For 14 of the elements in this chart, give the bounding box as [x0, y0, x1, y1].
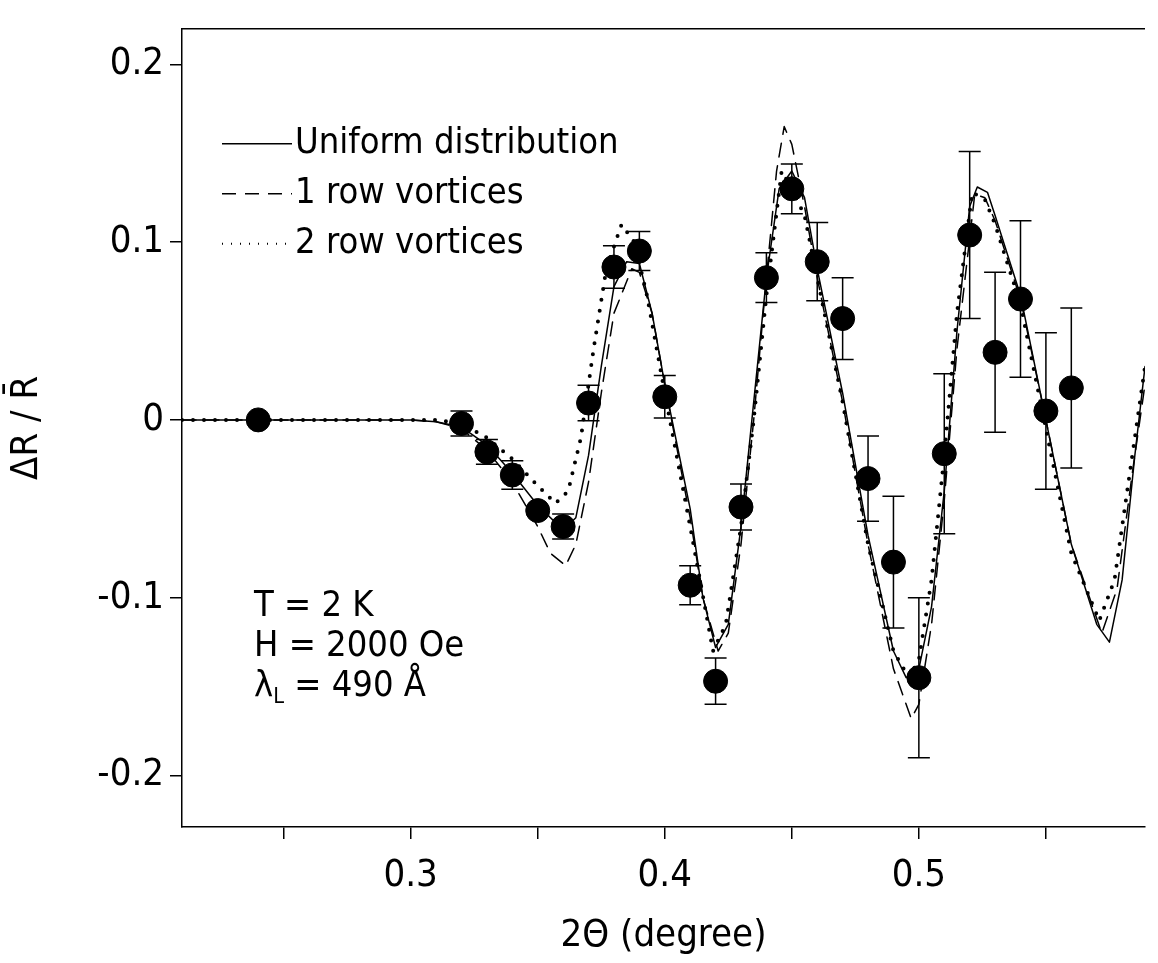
y-tick-label: 0.2 [109, 39, 164, 84]
y-tick-label: -0.1 [97, 572, 164, 617]
legend-label: 2 row vortices [295, 220, 524, 262]
x-tick-label: 0.3 [383, 850, 438, 895]
x-axis-title: 2Θ (degree) [560, 911, 767, 956]
annotation: T = 2 K [253, 583, 375, 625]
legend-label: Uniform distribution [295, 120, 619, 162]
x-tick-label: 0.4 [637, 850, 692, 895]
y-axis-title: ΔR / R̄ [1, 375, 46, 480]
y-tick-label: -0.2 [97, 750, 164, 795]
y-tick-label: 0 [142, 394, 164, 439]
y-tick-label: 0.1 [109, 217, 164, 261]
legend-label: 1 row vortices [295, 170, 524, 212]
x-tick-label: 0.5 [891, 850, 947, 895]
